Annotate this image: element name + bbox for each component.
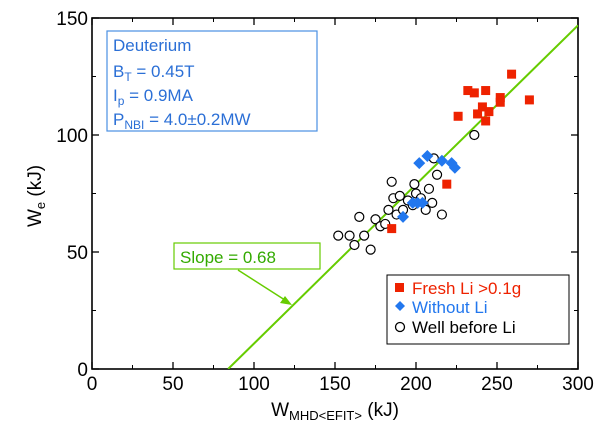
point-fresh-li-0-1g (484, 107, 494, 117)
x-tick-label: 300 (562, 374, 594, 395)
point-fresh-li-0-1g (481, 116, 491, 126)
point-well-before-li (427, 197, 438, 208)
y-tick-label: 50 (67, 243, 88, 264)
point-well-before-li (365, 244, 376, 255)
x-tick-label: 250 (481, 374, 513, 395)
legend-label-well-before-li: Well before Li (412, 318, 516, 337)
slope-arrow-line (237, 269, 289, 303)
axes: 0 50 100 150 200 250 300 0 50 100 150 (56, 9, 594, 395)
point-without-li (397, 210, 410, 223)
point-fresh-li-0-1g (463, 86, 473, 96)
legend-frame (386, 274, 570, 345)
x-tick-label: 100 (238, 374, 270, 395)
point-fresh-li-0-1g (453, 111, 463, 121)
legend-marker-well-before-li (394, 321, 406, 333)
x-tick-label: 200 (400, 374, 432, 395)
point-well-before-li (423, 183, 435, 194)
point-well-before-li (469, 129, 480, 141)
point-fresh-li-0-1g (495, 97, 505, 107)
point-well-before-li (354, 211, 365, 222)
x-tick-label: 150 (319, 374, 351, 395)
slope-arrow-head (280, 296, 292, 305)
point-without-li (421, 150, 434, 163)
y-tick-label: 150 (56, 9, 88, 30)
point-well-before-li (333, 230, 344, 241)
point-well-before-li (383, 204, 394, 215)
y-axis-label: We (kJ) (25, 165, 48, 227)
point-fresh-li-0-1g (481, 86, 491, 96)
info-line-current: Ip = 0.9MA (113, 86, 194, 108)
point-well-before-li (394, 190, 405, 201)
info-line-power: PNBI = 4.0±0.2MW (113, 110, 251, 132)
legend: Fresh Li >0.1g Without Li Well before Li (386, 274, 570, 345)
point-well-before-li (344, 230, 355, 241)
slope-label: Slope = 0.68 (180, 248, 276, 267)
x-tick-label: 50 (162, 374, 183, 395)
legend-marker-fresh-li (395, 283, 404, 292)
point-fresh-li-0-1g (442, 179, 452, 189)
data-points (333, 69, 534, 255)
point-fresh-li-0-1g (469, 88, 479, 98)
info-line-field: BT = 0.45T (113, 62, 195, 84)
x-axis-label: WMHD<EFIT> (kJ) (271, 400, 399, 423)
point-well-before-li (386, 176, 397, 187)
legend-label-fresh-li: Fresh Li >0.1g (412, 279, 521, 298)
point-without-li (413, 157, 426, 170)
y-tick-label: 0 (77, 360, 88, 381)
point-well-before-li (431, 169, 443, 180)
legend-marker-without-li (395, 301, 405, 311)
point-fresh-li-0-1g (524, 95, 534, 105)
point-without-li (448, 161, 461, 174)
point-fresh-li-0-1g (495, 93, 505, 103)
point-without-li (435, 154, 448, 167)
x-tick-label: 0 (87, 374, 98, 395)
point-well-before-li (349, 239, 360, 251)
point-well-before-li (359, 230, 370, 241)
point-fresh-li-0-1g (477, 102, 487, 112)
y-tick-label: 100 (56, 126, 88, 147)
point-well-before-li (409, 179, 420, 190)
point-without-li (416, 196, 429, 209)
info-box: Deuterium BT = 0.45T Ip = 0.9MA PNBI = 4… (106, 30, 318, 132)
point-fresh-li-0-1g (387, 224, 397, 234)
point-well-before-li (370, 214, 381, 225)
legend-label-without-li: Without Li (412, 298, 488, 317)
point-well-before-li (436, 209, 448, 220)
slope-label-frame (173, 242, 321, 270)
slope-annotation: Slope = 0.68 (173, 242, 321, 305)
point-fresh-li-0-1g (507, 69, 517, 79)
point-fresh-li-0-1g (473, 109, 483, 119)
info-box-frame (106, 30, 318, 132)
info-line-species: Deuterium (113, 36, 191, 55)
